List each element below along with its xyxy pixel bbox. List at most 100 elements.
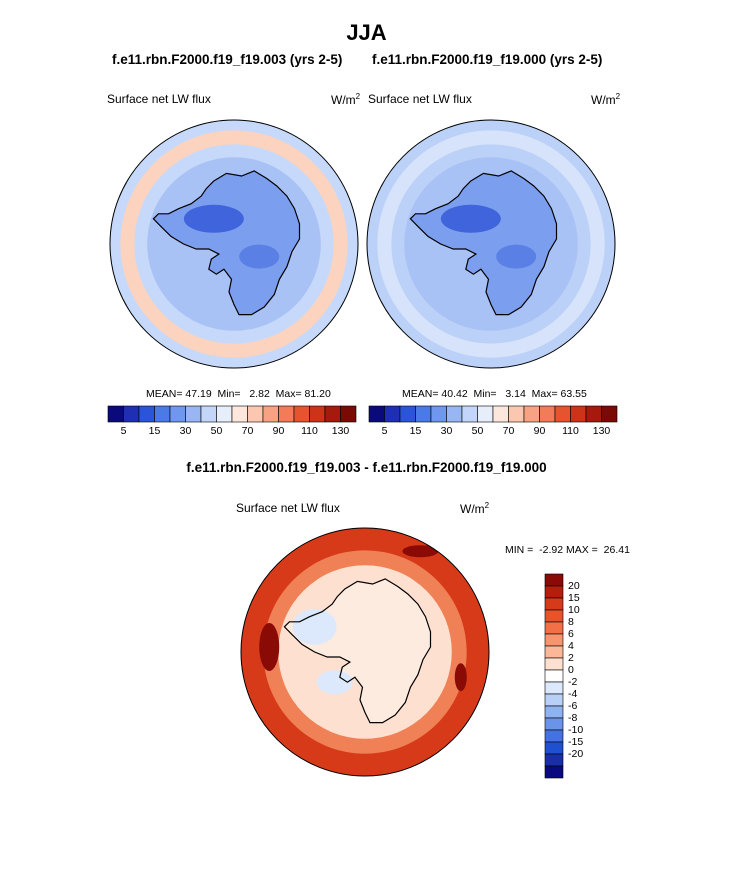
panel-a-coastline <box>152 170 301 316</box>
panel-b-variable: Surface net LW flux <box>368 92 472 106</box>
panel-b-east-core-field <box>496 244 537 269</box>
panel-a-colorbar <box>107 405 357 423</box>
panel-a-colorbar-tick: 50 <box>210 425 223 437</box>
diff-negative-patch-west <box>292 608 337 645</box>
panel-a-colorbar-tick: 130 <box>331 425 350 437</box>
panel-a-east-core-field <box>239 244 280 269</box>
panel-a-colorbar-tick: 15 <box>148 425 161 437</box>
panel-a-colorbar-box <box>293 405 310 423</box>
diff-map <box>240 527 490 777</box>
panel-b-colorbar-box <box>492 405 509 423</box>
diff-colorbar-box <box>544 633 564 647</box>
panel-b-map <box>366 119 616 369</box>
panel-b-colorbar-tick: 50 <box>471 425 484 437</box>
diff-colorbar-tick: -2 <box>568 676 578 688</box>
panel-a-map-border <box>109 119 359 369</box>
panel-b-colorbar-box <box>508 405 525 423</box>
panel-b-colorbar-tick: 15 <box>409 425 422 437</box>
diff-colorbar-box <box>544 621 564 635</box>
diff-colorbar-box <box>544 657 564 671</box>
panel-b-colorbar-box <box>554 405 571 423</box>
panel-b-colorbar-labels: 5 15 30 50 70 90 110 130 <box>369 425 617 439</box>
panel-b-colorbar-box <box>446 405 463 423</box>
panel-b-map-border <box>366 119 616 369</box>
diff-colorbar-box <box>544 717 564 731</box>
diff-max-patch-north <box>402 545 439 558</box>
diff-colorbar-tick: -4 <box>568 688 578 700</box>
diff-coastline <box>283 578 432 724</box>
diff-colorbar-tick: 0 <box>568 664 574 676</box>
diff-colorbar-box <box>544 705 564 719</box>
panel-a-colorbar-tick: 90 <box>272 425 285 437</box>
panel-b-outer-ring-field <box>377 130 605 358</box>
panel-b-title: f.e11.rbn.F2000.f19_f19.000 (yrs 2-5) <box>372 52 603 67</box>
diff-colorbar-tick: 10 <box>568 604 580 616</box>
panel-b-colorbar-box <box>399 405 416 423</box>
panel-b-colorbar <box>368 405 618 423</box>
panel-a-colorbar-box <box>309 405 326 423</box>
panel-a-colorbar-box <box>200 405 217 423</box>
diff-colorbar-box <box>544 729 564 743</box>
diff-map-border <box>240 527 490 777</box>
diff-colorbar-box <box>544 573 564 587</box>
panel-a-units: W/m2 <box>331 92 361 107</box>
panel-b-colorbar-tick: 30 <box>440 425 453 437</box>
panel-b-colorbar-box <box>585 405 602 423</box>
panel-b-colorbar-box <box>539 405 556 423</box>
diff-negative-patch-south <box>316 670 353 695</box>
panel-b-colorbar-box <box>477 405 494 423</box>
diff-colorbar-box <box>544 585 564 599</box>
diff-colorbar-box <box>544 741 564 755</box>
panel-a-colorbar-box <box>138 405 155 423</box>
panel-b-colorbar-box <box>523 405 540 423</box>
panel-b-colorbar-box <box>570 405 587 423</box>
panel-b-coastline <box>409 170 558 316</box>
panel-a-colorbar-box <box>185 405 202 423</box>
panel-a-colorbar-box <box>216 405 233 423</box>
panel-a-colorbar-box <box>107 405 124 423</box>
panel-b-colorbar-tick: 90 <box>533 425 546 437</box>
diff-max-patch-west <box>259 622 280 671</box>
panel-a-west-core-field <box>183 204 244 233</box>
panel-b-units: W/m2 <box>591 92 621 107</box>
panel-b-west-core-field <box>440 204 501 233</box>
panel-a-colorbar-box <box>154 405 171 423</box>
diff-colorbar-box <box>544 609 564 623</box>
panel-a-title: f.e11.rbn.F2000.f19_f19.003 (yrs 2-5) <box>112 52 343 67</box>
panel-a-colorbar-box <box>231 405 248 423</box>
panel-b-colorbar-box <box>601 405 618 423</box>
panel-a-colorbar-box <box>169 405 186 423</box>
diff-colorbar-tick: 20 <box>568 580 580 592</box>
diff-max-patch-east <box>454 663 467 692</box>
panel-a-colorbar-box <box>340 405 357 423</box>
diff-colorbar-tick: 2 <box>568 652 574 664</box>
panel-a-colorbar-box <box>324 405 341 423</box>
panel-b-continent-field <box>410 170 557 315</box>
diff-colorbar-tick: -15 <box>568 736 584 748</box>
panel-b-colorbar-box <box>415 405 432 423</box>
diff-colorbar-tick: 8 <box>568 616 574 628</box>
diff-colorbar-tick: -10 <box>568 724 584 736</box>
diff-colorbar-box <box>544 753 564 767</box>
panel-a-variable: Surface net LW flux <box>107 92 211 106</box>
panel-a-colorbar-tick: 5 <box>120 425 127 437</box>
panel-b-colorbar-box <box>384 405 401 423</box>
diff-colorbar-box <box>544 693 564 707</box>
diff-colorbar-tick: 4 <box>568 640 574 652</box>
diff-units: W/m2 <box>460 501 490 516</box>
panel-a-colorbar-box <box>262 405 279 423</box>
panel-a-map <box>109 119 359 369</box>
panel-a-colorbar-box <box>247 405 264 423</box>
panel-b-stats: MEAN= 40.42 Min= 3.14 Max= 63.55 <box>402 388 587 400</box>
diff-colorbar-box <box>544 765 564 779</box>
panel-a-colorbar-labels: 5 15 30 50 70 90 110 130 <box>108 425 356 439</box>
panel-b-colorbar-box <box>368 405 385 423</box>
diff-colorbar-box <box>544 669 564 683</box>
diff-colorbar-tick: -8 <box>568 712 578 724</box>
diff-colorbar <box>544 573 564 779</box>
panel-b-colorbar-tick: 110 <box>562 425 579 437</box>
diff-stats: MIN = -2.92 MAX = 26.41 <box>505 544 630 556</box>
panel-a-colorbar-tick: 30 <box>179 425 192 437</box>
panel-b-colorbar-tick: 70 <box>502 425 515 437</box>
figure-title: JJA <box>346 20 387 45</box>
